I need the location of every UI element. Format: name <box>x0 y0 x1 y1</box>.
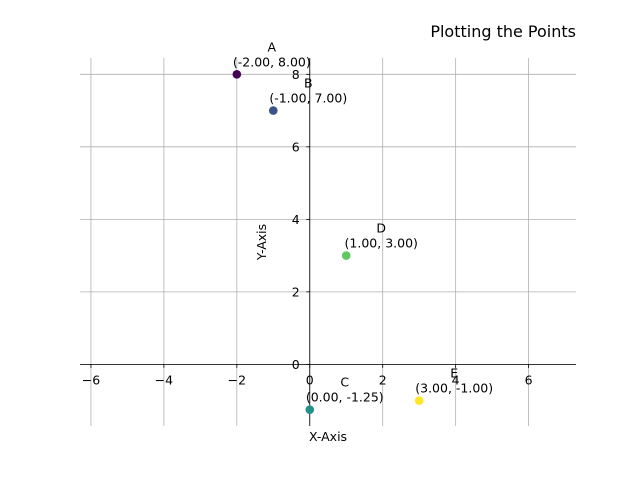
x-tick-label: 0 <box>306 372 314 387</box>
point-b <box>268 106 278 115</box>
x-tick-label: −2 <box>228 372 246 387</box>
point-name-label: B <box>304 76 313 91</box>
y-tick-label: 2 <box>292 284 300 299</box>
point-coordinate-label: (0.00, -1.25) <box>306 390 384 405</box>
x-tick-label: 4 <box>452 372 460 387</box>
point-coordinate-label: (-2.00, 8.00) <box>233 54 311 69</box>
point-e <box>414 396 424 405</box>
data-points <box>232 70 424 414</box>
point-coordinate-label: (1.00, 3.00) <box>345 236 418 251</box>
x-tick-label: 6 <box>525 372 533 387</box>
point-name-label: C <box>340 375 349 390</box>
x-axis-label: X-Axis <box>309 429 347 444</box>
y-tick-label: 6 <box>292 139 300 154</box>
x-tick-label: 2 <box>379 372 387 387</box>
grid-lines <box>80 58 576 426</box>
chart-title: Plotting the Points <box>430 22 576 41</box>
point-a <box>232 70 242 79</box>
point-coordinate-label: (-1.00, 7.00) <box>269 91 347 106</box>
point-coordinate-label: (3.00, -1.00) <box>415 381 493 396</box>
point-d <box>341 251 351 260</box>
axes <box>80 58 576 426</box>
y-axis-label: Y-Axis <box>254 224 269 261</box>
tick-labels: −6 −4 −2 0 2 4 6 0 2 4 6 8 <box>82 67 533 388</box>
y-tick-label: 0 <box>292 357 300 372</box>
point-name-label: E <box>450 366 458 381</box>
point-name-label: D <box>376 221 386 236</box>
point-labels: A(-2.00, 8.00) B(-1.00, 7.00) C(0.00, -1.2… <box>233 39 493 404</box>
point-name-label: A <box>268 39 277 54</box>
point-c <box>305 405 315 414</box>
x-tick-label: −6 <box>82 372 100 387</box>
x-tick-label: −4 <box>155 372 173 387</box>
y-tick-label: 8 <box>292 67 300 82</box>
y-tick-label: 4 <box>292 212 300 227</box>
